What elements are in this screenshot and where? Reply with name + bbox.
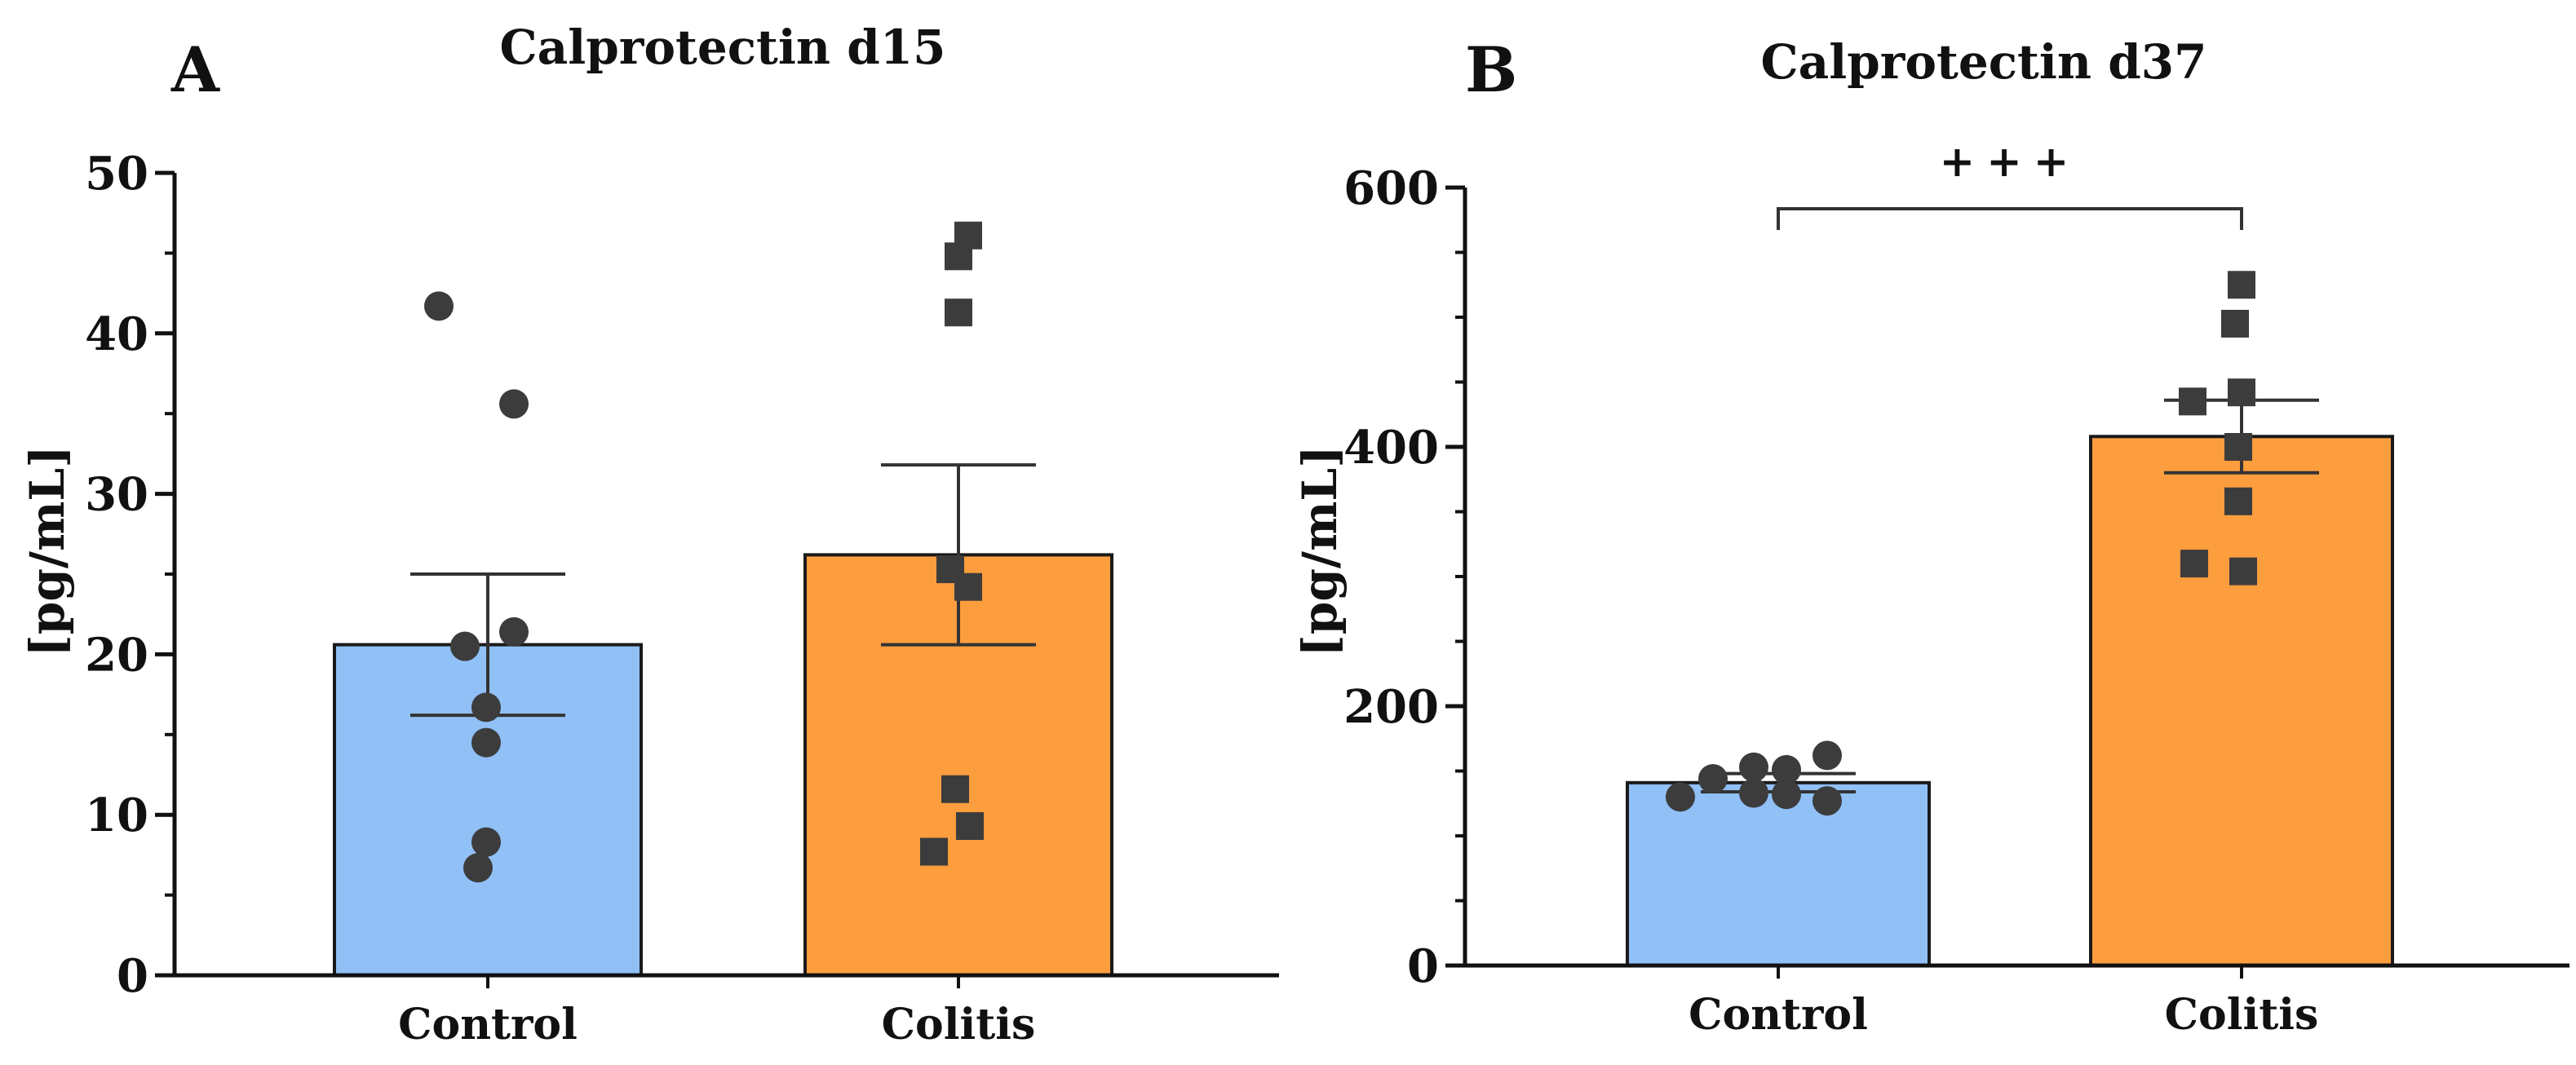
data-point-square [920,837,948,866]
data-point-circle [1812,740,1842,771]
y-tick-label: 30 [85,468,148,522]
x-tick-label: Control [1689,990,1868,1040]
data-point-square [945,298,972,327]
data-point-square [941,775,969,803]
y-tick-label: 600 [1343,161,1439,215]
y-tick-label: 0 [117,949,148,1003]
significance-bracket [1777,207,2243,230]
data-point-circle [471,727,501,758]
data-point-square [2229,557,2257,586]
data-point-square [2224,433,2252,461]
data-point-circle [499,389,529,419]
data-point-circle [1739,752,1768,782]
data-point-circle [1772,780,1801,810]
data-point-circle [1812,786,1842,816]
y-tick-label: 0 [1407,939,1439,993]
data-point-square [2228,271,2255,299]
y-tick-label: 10 [85,789,148,842]
data-point-circle [450,631,480,661]
chart-panel-b: B Calprotectin d37 [pg/mL] 0 200 400 600 Con… [1292,33,2569,1040]
bar-control [1626,780,1931,967]
data-point-square [2179,387,2206,416]
y-axis-label: [pg/mL] [1292,445,1348,656]
data-point-circle [1739,778,1768,808]
significance-label: +++ [1940,137,2081,187]
data-point-circle [499,616,529,647]
y-tick-label: 40 [85,307,148,361]
chart-panel-a: A Calprotectin d15 [pg/mL] 0 10 20 30 40 50 Co… [20,20,1279,1050]
x-tick-label: Colitis [882,1000,1036,1050]
y-tick-label: 400 [1343,421,1439,475]
y-tick-label: 20 [85,628,148,682]
data-point-square [954,572,982,601]
data-point-square [2221,309,2249,338]
y-tick-label: 200 [1343,680,1439,734]
data-point-circle [424,291,454,321]
data-point-square [2228,378,2255,407]
data-point-square [956,811,984,840]
data-point-square [2224,487,2252,515]
y-tick-label: 50 [85,147,148,201]
data-point-circle [471,692,501,723]
chart-title: Calprotectin d15 [499,20,945,75]
bar-colitis [2089,435,2394,967]
data-point-circle [1698,764,1728,794]
data-point-circle [1772,754,1801,784]
chart-title: Calprotectin d37 [1760,34,2206,90]
x-tick-label: Control [398,1000,578,1050]
data-point-circle [471,827,501,857]
x-tick-label: Colitis [2165,990,2319,1040]
panel-label: A [170,33,220,106]
y-axis-label: [pg/mL] [20,445,75,656]
data-point-square [2180,550,2208,578]
data-point-circle [463,853,493,883]
data-point-circle [1666,782,1695,812]
panel-label: B [1465,33,1517,106]
data-point-square [945,242,972,271]
